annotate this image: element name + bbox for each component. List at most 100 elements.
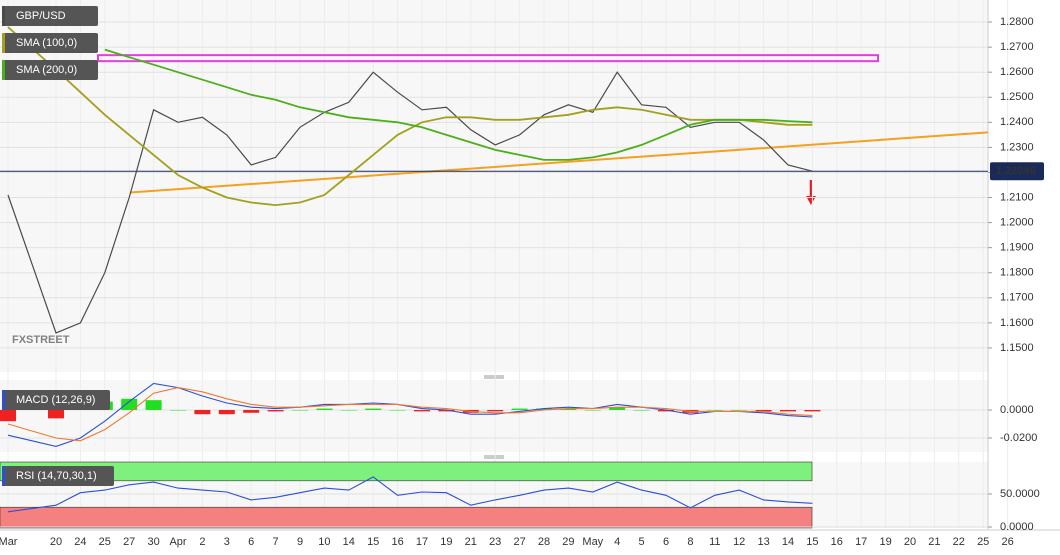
trendline [129, 131, 989, 194]
x-tick-label: 15 [806, 536, 818, 548]
y-tick-label: 1.2600 [1000, 66, 1034, 78]
histogram-bar [658, 409, 674, 412]
panel-handle [484, 375, 504, 459]
x-tick-label: 6 [248, 536, 254, 548]
histogram-bar [170, 409, 186, 411]
x-tick-label: 22 [953, 536, 965, 548]
x-tick-label: 30 [147, 536, 159, 548]
histogram-bar [0, 409, 16, 422]
oversold-band [0, 506, 813, 529]
y-tick-label: 1.1600 [1000, 317, 1034, 329]
x-tick-label: 19 [440, 536, 452, 548]
x-tick-label: 10 [318, 536, 330, 548]
histogram-bar [804, 409, 821, 412]
panel-label-swatch [2, 390, 5, 410]
legend-item: GBP/USD [2, 6, 98, 26]
histogram-bar [414, 409, 430, 412]
histogram-bar [316, 408, 333, 410]
x-tick-label: 3 [224, 536, 230, 548]
x-tick-label: 23 [489, 536, 501, 548]
panel-label-swatch [2, 466, 5, 486]
macd-panel [0, 380, 988, 452]
histogram-bar [511, 408, 528, 410]
histogram-bar [48, 409, 64, 419]
y-tick-label: 1.2000 [1000, 217, 1034, 229]
x-tick-label: 12 [733, 536, 745, 548]
legend-box [2, 60, 98, 80]
x-tick-label: Apr [169, 536, 186, 548]
histogram-bar [389, 409, 406, 411]
x-tick-label: 5 [639, 536, 645, 548]
x-tick-label: 21 [928, 536, 940, 548]
sma-line [104, 48, 813, 161]
y-tick-label: 1.2500 [1000, 91, 1034, 103]
macd-line [7, 382, 813, 447]
histogram-bar [584, 409, 601, 411]
legend-label: SMA (100,0) [16, 37, 77, 49]
histogram-bar [560, 408, 577, 410]
x-tick-label: 20 [50, 536, 62, 548]
x-tick-label: 4 [614, 536, 620, 548]
x-tick-label: 27 [513, 536, 525, 548]
down-arrow [806, 180, 816, 205]
y-tick-label: 50.0000 [1000, 488, 1040, 500]
x-tick-label: 2 [199, 536, 205, 548]
legend-label: SMA (200,0) [16, 64, 77, 76]
histogram-bar [267, 409, 284, 412]
histogram-bar [487, 409, 504, 412]
current-price-label: 1.22046 [996, 165, 1036, 177]
x-tick-label: 11 [709, 536, 720, 548]
x-tick-label: 15 [367, 536, 379, 548]
legend-swatch [2, 33, 5, 53]
histogram-bar [731, 409, 748, 411]
x-tick-label: 27 [123, 536, 135, 548]
legend-item: SMA (100,0) [2, 33, 98, 53]
histogram-bar [292, 409, 308, 411]
macd-line [7, 387, 813, 442]
y-tick-label: 1.2400 [1000, 116, 1034, 128]
y-tick-label: 1.2100 [1000, 191, 1034, 203]
x-tick-label: 17 [416, 536, 428, 548]
x-tick-label: 6 [663, 536, 669, 548]
panel-label-box [2, 390, 110, 410]
histogram-bar [780, 409, 796, 412]
x-tick-label: 14 [782, 536, 794, 548]
histogram-bar [145, 400, 162, 410]
legend-box [2, 6, 98, 26]
histogram-bar [365, 408, 382, 410]
x-tick-label: 29 [562, 536, 574, 548]
y-tick-label: 0.0000 [1000, 404, 1034, 416]
histogram-bar [438, 409, 455, 412]
histogram-bar [218, 409, 235, 415]
x-tick-label: May [582, 536, 603, 548]
x-tick-label: 16 [831, 536, 843, 548]
y-tick-label: 1.1500 [1000, 342, 1034, 354]
x-tick-label: 13 [757, 536, 769, 548]
panel-label-box [2, 466, 114, 486]
panel-title: MACD (12,26,9) [16, 394, 95, 406]
histogram-bar [121, 398, 138, 410]
rsi-line [7, 476, 813, 513]
watermark: FXSTREET [12, 334, 70, 346]
histogram-bar [536, 408, 552, 410]
legend-swatch [2, 6, 5, 26]
x-tick-label: 25 [977, 536, 989, 548]
x-tick-label: 17 [855, 536, 867, 548]
x-tick-label: 28 [538, 536, 550, 548]
x-tick-label: 20 [904, 536, 916, 548]
x-tick-label: 25 [99, 536, 111, 548]
histogram-bar [706, 409, 723, 411]
overbought-band [0, 461, 813, 482]
legend-swatch [2, 60, 5, 80]
y-tick-label: 1.1800 [1000, 267, 1034, 279]
x-tick-label: 7 [273, 536, 279, 548]
x-tick-label: 24 [74, 536, 86, 548]
histogram-bar [340, 409, 357, 411]
y-tick-label: 0.0000 [1000, 521, 1034, 533]
panel-label: RSI (14,70,30,1) [2, 466, 114, 486]
histogram-bar [194, 409, 211, 415]
panel-title: RSI (14,70,30,1) [16, 470, 97, 482]
x-tick-label: 19 [879, 536, 891, 548]
